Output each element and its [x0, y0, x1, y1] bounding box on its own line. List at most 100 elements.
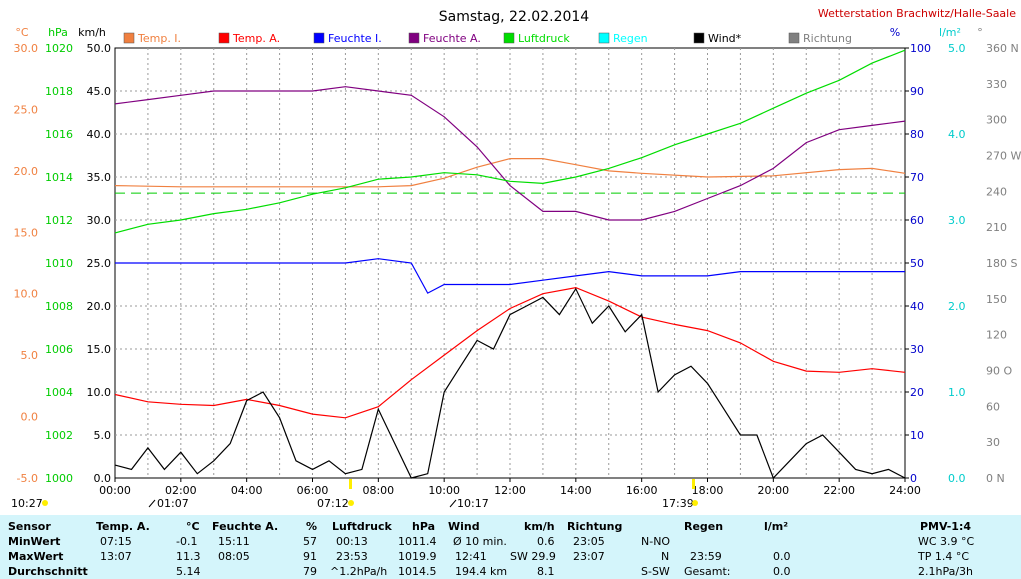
pressure-tick-label: 1014: [45, 171, 73, 184]
x-tick-label: 16:00: [626, 484, 658, 497]
x-tick-label: 04:00: [231, 484, 263, 497]
avg-hum-value: 79: [303, 565, 317, 578]
pressure-tick-label: 1010: [45, 257, 73, 270]
min-dir-time: 23:05: [573, 535, 605, 548]
avg-wind-value: 8.1: [537, 565, 555, 578]
legend-swatch: [408, 32, 420, 44]
header-regen-unit: l/m²: [764, 520, 789, 533]
direction-tick-label: 300: [986, 114, 1007, 127]
temp-tick-label: 15.0: [14, 226, 39, 239]
x-tick-label: 06:00: [297, 484, 329, 497]
direction-tick-label: 0 N: [986, 472, 1005, 485]
legend-label: Wind*: [708, 32, 742, 45]
sun-icon: [692, 500, 698, 506]
legend-swatch: [218, 32, 230, 44]
header-richtung: Richtung: [567, 520, 623, 533]
min-press-time: 00:13: [336, 535, 368, 548]
speed-tick-label: 35.0: [87, 171, 112, 184]
legend-label: Temp. A.: [232, 32, 280, 45]
series-line-feuchte-i: [115, 258, 905, 294]
x-tick-label: 20:00: [757, 484, 789, 497]
pressure-unit-label: hPa: [48, 26, 68, 39]
direction-tick-label: 240: [986, 185, 1007, 198]
direction-tick-label: 30: [986, 436, 1000, 449]
sunset-time: 17:39: [662, 497, 694, 510]
max-rain-time: 23:59: [690, 550, 722, 563]
x-tick-label: 14:00: [560, 484, 592, 497]
series-line-luftdruck: [114, 49, 906, 234]
max-dir-time: 23:07: [573, 550, 605, 563]
sun-moon-markers: 10:27 01:07 07:12 10:17 17:39: [11, 479, 698, 510]
pressure-tick-label: 1006: [45, 343, 73, 356]
arrow-icon: [449, 499, 457, 508]
header-temp-a: Temp. A.: [96, 520, 150, 533]
avg-wind-time: 194.4 km: [455, 565, 508, 578]
speed-tick-label: 30.0: [87, 214, 112, 227]
header-pmv: PMV-1:4: [920, 520, 971, 533]
direction-unit-label: °: [977, 26, 983, 39]
speed-tick-label: 50.0: [87, 42, 112, 55]
legend-label: Feuchte I.: [328, 32, 382, 45]
header-regen: Regen: [684, 520, 724, 533]
avg-rain-value: 0.0: [773, 565, 791, 578]
humidity-tick-label: 70: [910, 171, 924, 184]
row-label-max: MaxWert: [8, 550, 64, 563]
header-luftdruck: Luftdruck: [332, 520, 392, 533]
x-tick-label: 12:00: [494, 484, 526, 497]
humidity-tick-label: 0: [910, 472, 917, 485]
speed-tick-label: 0.0: [94, 472, 112, 485]
humidity-tick-label: 40: [910, 300, 924, 313]
rain-tick-label: 4.0: [948, 128, 966, 141]
max-rain-value: 0.0: [773, 550, 791, 563]
pressure-tick-label: 1012: [45, 214, 73, 227]
moon-icon: [42, 500, 48, 506]
legend-label: Regen: [613, 32, 648, 45]
legend-swatch: [123, 32, 135, 44]
sunset-marker: [692, 479, 695, 489]
sunrise-marker: [349, 479, 352, 489]
direction-tick-label: 360 N: [986, 42, 1019, 55]
y-axes: 30.025.020.015.010.05.00.0-5.01020101810…: [14, 42, 1021, 485]
direction-tick-label: 90 O: [986, 365, 1012, 378]
header-temp-unit: °C: [186, 520, 200, 533]
x-axis: 00:00 02:00 04:00 06:00 08:00 10:00 12:00 14:00…: [99, 478, 921, 497]
moonrise-time: 10:27: [11, 497, 43, 510]
max-hum-value: 91: [303, 550, 317, 563]
max-press-value: 1019.9: [398, 550, 437, 563]
temp-tick-label: 30.0: [14, 42, 39, 55]
extra-time-2: 10:17: [457, 497, 489, 510]
humidity-tick-label: 80: [910, 128, 924, 141]
avg-press-time: ^1.2hPa/h: [330, 565, 388, 578]
min-wind-time: Ø 10 min.: [453, 535, 507, 548]
pressure-tick-label: 1018: [45, 85, 73, 98]
direction-tick-label: 120: [986, 329, 1007, 342]
legend-swatch: [598, 32, 610, 44]
x-tick-label: 22:00: [823, 484, 855, 497]
min-hum-time: 15:11: [218, 535, 250, 548]
pressure-tick-label: 1020: [45, 42, 73, 55]
direction-tick-label: 330: [986, 78, 1007, 91]
speed-tick-label: 10.0: [87, 386, 112, 399]
temp-unit-label: °C: [15, 26, 29, 39]
direction-tick-label: 180 S: [986, 257, 1017, 270]
min-temp-value: -0.1: [176, 535, 198, 548]
legend-label: Luftdruck: [518, 32, 570, 45]
row-label-min: MinWert: [8, 535, 61, 548]
humidity-tick-label: 50: [910, 257, 924, 270]
avg-pmv: 2.1hPa/3h: [918, 565, 974, 578]
header-feuchte-a: Feuchte A.: [212, 520, 279, 533]
arrow-icon: [148, 499, 156, 508]
max-hum-time: 08:05: [218, 550, 250, 563]
legend-label: Feuchte A.: [423, 32, 481, 45]
axis-units: °C hPa km/h% l/m² °: [15, 26, 982, 39]
series-layer: [114, 49, 906, 480]
sunrise-time: 07:12: [317, 497, 349, 510]
max-press-time: 23:53: [336, 550, 368, 563]
direction-tick-label: 150: [986, 293, 1007, 306]
humidity-tick-label: 90: [910, 85, 924, 98]
avg-dir-value: S-SW: [641, 565, 670, 578]
x-tick-label: 00:00: [99, 484, 131, 497]
series-line-wind: [114, 287, 906, 480]
x-tick-label: 24:00: [889, 484, 921, 497]
